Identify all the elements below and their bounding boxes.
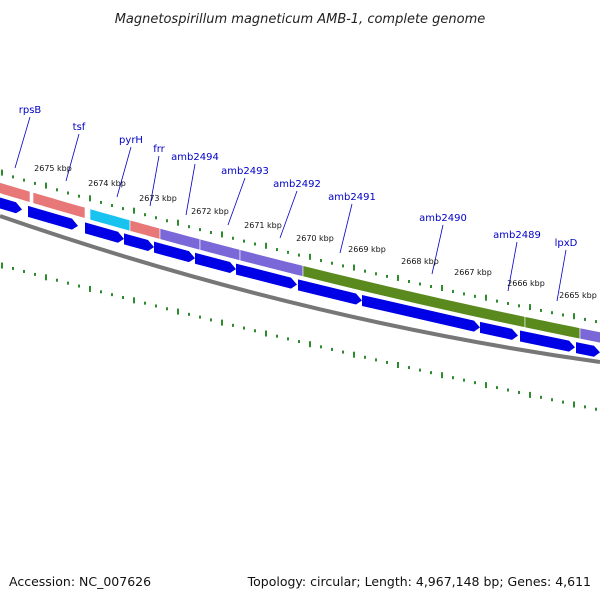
gene-label: pyrH bbox=[119, 135, 143, 146]
cds-arrow bbox=[576, 342, 600, 357]
reverse-strand-features bbox=[0, 197, 600, 357]
kbp-label: 2671 kbp bbox=[244, 221, 282, 230]
gene-label: amb2494 bbox=[171, 152, 219, 163]
cds-arrow bbox=[0, 197, 22, 214]
kbp-label: 2669 kbp bbox=[348, 245, 386, 254]
cds-arrow bbox=[480, 321, 518, 340]
cds-arrow bbox=[124, 233, 154, 252]
cds-arrow bbox=[298, 279, 362, 305]
label-line bbox=[185, 163, 196, 216]
cds-arrow bbox=[85, 222, 124, 243]
topology-text: Topology: circular; Length: 4,967,148 bp… bbox=[247, 574, 591, 589]
kbp-label: 2668 kbp bbox=[401, 257, 439, 266]
cds-arrow bbox=[195, 252, 236, 274]
label-line bbox=[116, 146, 132, 198]
gene-label: frr bbox=[153, 144, 165, 155]
label-line bbox=[279, 190, 298, 239]
label-line bbox=[431, 224, 444, 275]
label-line bbox=[556, 249, 567, 302]
gene-label: amb2490 bbox=[419, 213, 467, 224]
label-line bbox=[339, 203, 353, 254]
label-line bbox=[507, 241, 518, 292]
map-title: Magnetospirillum magneticum AMB-1, compl… bbox=[115, 12, 486, 27]
kbp-label: 2670 kbp bbox=[296, 234, 334, 243]
kbp-label: 2675 kbp bbox=[34, 164, 72, 173]
gene-label-lines bbox=[14, 116, 567, 302]
gene-label: amb2492 bbox=[273, 179, 321, 190]
position-labels: 2675 kbp 2674 kbp 2673 kbp 2672 kbp 2671 kbp… bbox=[34, 164, 597, 300]
gene-label: amb2489 bbox=[493, 230, 541, 241]
forward-strand-features bbox=[0, 182, 600, 344]
cds-arrow bbox=[236, 263, 297, 289]
cds-arrow bbox=[520, 330, 575, 352]
kbp-label: 2667 kbp bbox=[454, 268, 492, 277]
gene-feature bbox=[0, 182, 31, 203]
gene-label: rpsB bbox=[19, 105, 42, 116]
kbp-label: 2666 kbp bbox=[507, 279, 545, 288]
label-line bbox=[149, 155, 160, 207]
cds-arrow bbox=[28, 205, 78, 230]
gene-label: amb2491 bbox=[328, 192, 376, 203]
accession-text: Accession: NC_007626 bbox=[9, 574, 151, 589]
genome-backbone bbox=[0, 214, 600, 364]
kbp-label: 2665 kbp bbox=[559, 291, 597, 300]
cds-arrow bbox=[154, 241, 195, 263]
inner-tick-ring bbox=[1, 169, 597, 324]
label-line bbox=[65, 133, 80, 182]
gene-feature bbox=[32, 191, 86, 219]
kbp-label: 2674 kbp bbox=[88, 179, 126, 188]
kbp-label: 2672 kbp bbox=[191, 207, 229, 216]
label-line bbox=[14, 116, 31, 169]
gene-label: amb2493 bbox=[221, 166, 269, 177]
kbp-label: 2673 kbp bbox=[139, 194, 177, 203]
outer-tick-ring bbox=[1, 262, 597, 411]
label-line bbox=[227, 177, 246, 226]
cds-arrow bbox=[362, 294, 480, 332]
gene-label: tsf bbox=[73, 122, 86, 133]
gene-label: lpxD bbox=[555, 238, 578, 249]
gene-feature bbox=[579, 327, 600, 344]
